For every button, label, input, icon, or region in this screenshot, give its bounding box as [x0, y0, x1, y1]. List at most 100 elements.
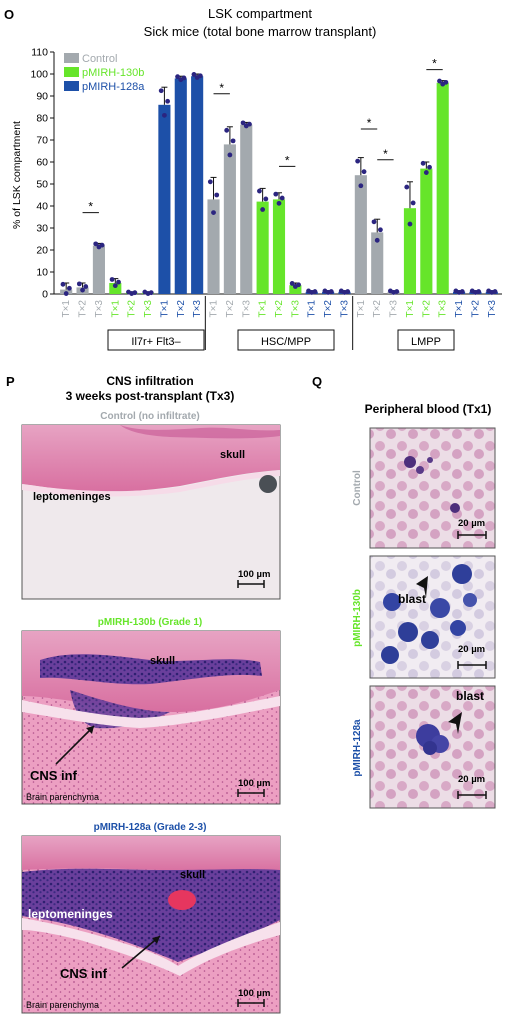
- data-point: [328, 289, 334, 294]
- x-tick-label: T×1: [405, 300, 416, 318]
- data-point: [374, 237, 380, 243]
- x-tick-label: T×1: [307, 300, 318, 318]
- x-tick-label: T×3: [290, 300, 301, 318]
- blood-130b: blast 20 µm: [369, 555, 496, 679]
- scale-bar-control: 100 µm: [238, 569, 270, 580]
- bar: [289, 285, 302, 294]
- label-leptomeninges-control: leptomeninges: [33, 491, 111, 503]
- y-axis-label: % of LSK compartment: [11, 121, 23, 229]
- x-tick-label: T×2: [78, 300, 89, 318]
- x-tick-label: T×1: [61, 300, 72, 318]
- x-tick-label: T×3: [241, 300, 252, 318]
- bar: [223, 144, 236, 294]
- data-point: [132, 290, 138, 296]
- data-point: [60, 281, 66, 287]
- data-point: [276, 200, 282, 206]
- side-label-130b: pMIRH-130b: [352, 589, 363, 647]
- data-point: [181, 75, 187, 81]
- scale-bar-128a: 100 µm: [238, 988, 270, 999]
- data-point: [260, 207, 266, 212]
- x-tick-label: T×1: [258, 300, 269, 318]
- data-point: [410, 200, 416, 206]
- y-tick-label: 30: [36, 223, 48, 235]
- data-point: [296, 282, 301, 288]
- scale-bar-q-control: 20 µm: [458, 518, 485, 529]
- group-box-il7r: [107, 329, 205, 351]
- label-brain-128a: Brain parenchyma: [26, 1000, 99, 1010]
- data-point: [63, 291, 69, 296]
- data-point: [148, 290, 154, 296]
- x-tick-label: T×2: [225, 300, 236, 318]
- data-point: [224, 127, 230, 133]
- x-tick-label: T×2: [323, 300, 334, 318]
- data-point: [443, 79, 449, 85]
- legend: Control pMIRH-130b pMIRH-128a: [64, 53, 145, 93]
- data-point: [191, 72, 197, 77]
- data-point: [116, 279, 121, 285]
- data-point: [240, 120, 246, 126]
- legend-swatch-128a: [64, 81, 79, 91]
- panel-o-letter: O: [4, 7, 14, 22]
- y-tick-label: 110: [31, 47, 48, 59]
- histology-130b: skull CNS inf Brain parenchyma 100 µm: [21, 630, 281, 805]
- data-point: [211, 210, 216, 216]
- side-label-control: Control: [352, 470, 363, 506]
- data-point: [197, 73, 203, 79]
- scale-bar-q-128a: 20 µm: [458, 774, 485, 785]
- x-tick-label: T×2: [470, 300, 481, 318]
- data-point: [109, 277, 115, 282]
- data-point: [99, 242, 105, 248]
- bar: [191, 76, 204, 294]
- y-tick-label: 60: [36, 157, 48, 169]
- data-point: [207, 179, 213, 185]
- caption-control: Control (no infiltrate): [100, 411, 199, 422]
- x-tick-label: T×1: [110, 300, 121, 318]
- data-point: [394, 289, 400, 294]
- x-tick-label: T×3: [438, 300, 449, 318]
- x-tick-label: T×2: [372, 300, 383, 318]
- bar: [92, 245, 105, 294]
- significance-star: *: [367, 116, 372, 130]
- data-point: [355, 158, 361, 164]
- x-tick-label: T×2: [127, 300, 138, 318]
- label-skull-130b: skull: [150, 655, 175, 667]
- data-point: [175, 74, 180, 80]
- significance-star: *: [285, 153, 290, 167]
- histology-128a: skull leptomeninges CNS inf Brain parenc…: [21, 835, 281, 1014]
- x-tick-label: T×2: [274, 300, 285, 318]
- data-point: [459, 289, 465, 294]
- label-skull-control: skull: [220, 449, 245, 461]
- group-box-hsc: [237, 329, 335, 351]
- data-point: [247, 121, 252, 127]
- blood-128a: blast 20 µm: [369, 685, 496, 809]
- bar: [403, 208, 417, 294]
- legend-swatch-130b: [64, 67, 79, 77]
- x-tick-label: T×1: [209, 300, 220, 318]
- data-point: [263, 196, 269, 202]
- caption-128a: pMIRH-128a (Grade 2-3): [94, 822, 207, 833]
- x-tick-label: T×2: [421, 300, 432, 318]
- significance-star: *: [432, 57, 437, 71]
- x-tick-label: T×3: [339, 300, 350, 318]
- group-box-lmpp: [397, 329, 455, 351]
- bar: [158, 104, 171, 294]
- data-point: [227, 152, 233, 158]
- bar: [436, 82, 449, 294]
- data-point: [83, 284, 89, 289]
- data-point: [165, 98, 171, 104]
- chart-title: LSK compartment: [208, 6, 312, 21]
- label-cns-inf-128a: CNS inf: [60, 966, 108, 981]
- data-point: [345, 289, 351, 294]
- data-point: [378, 227, 383, 233]
- group-label-hsc: HSC/MPP: [261, 336, 311, 348]
- x-tick-label: T×3: [143, 300, 154, 318]
- y-tick-label: 20: [36, 245, 48, 257]
- data-point: [371, 219, 377, 225]
- significance-star: *: [219, 81, 224, 95]
- data-point: [93, 241, 99, 247]
- group-label-il7r: Il7r+ Flt3–: [131, 336, 181, 348]
- data-point: [273, 191, 279, 197]
- panel-p-title: CNS infiltration: [106, 374, 193, 388]
- y-tick-label: 100: [30, 69, 48, 81]
- data-point: [76, 281, 82, 287]
